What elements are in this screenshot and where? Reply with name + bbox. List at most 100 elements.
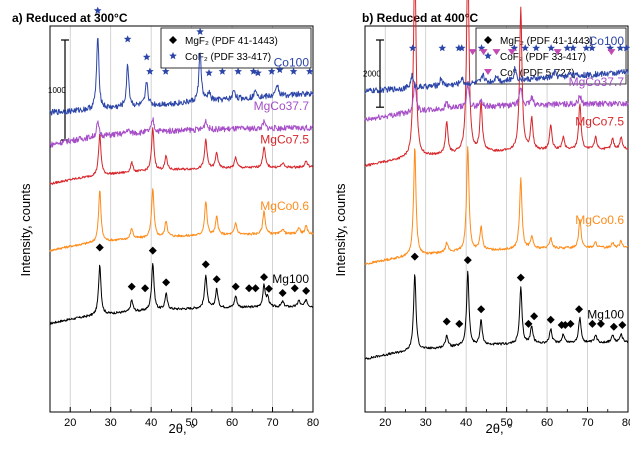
peak-marker-CoF2 — [306, 67, 314, 75]
peak-marker-MgF2 — [596, 319, 605, 328]
peak-marker-MgF2 — [546, 315, 555, 324]
legend-marker — [169, 52, 177, 60]
legend-label: Co⁰ (PDF 5-727) — [500, 68, 575, 79]
peak-marker-MgF2 — [245, 284, 254, 293]
peak-marker-Co0 — [607, 49, 616, 56]
legend-label: MgF₂ (PDF 41-1443) — [500, 36, 593, 47]
panel-b-ylabel: Intensity, counts — [333, 183, 348, 276]
x-tick-label: 60 — [226, 417, 238, 429]
peak-marker-CoF2 — [205, 69, 213, 77]
x-tick-label: 50 — [500, 417, 512, 429]
peak-marker-MgF2 — [516, 273, 525, 282]
peak-marker-CoF2 — [438, 44, 447, 52]
peak-marker-Co0 — [479, 49, 488, 56]
peak-marker-CoF2 — [521, 44, 529, 52]
peak-marker-Co0 — [507, 49, 516, 56]
peak-marker-CoF2 — [267, 67, 276, 75]
panel-b-title: b) Reduced at 400°C — [362, 11, 478, 25]
peak-marker-CoF2 — [234, 67, 242, 75]
series-line-MgCo37.7 — [364, 81, 629, 122]
x-tick-label: 60 — [541, 417, 553, 429]
legend-label: CoF₂ (PDF 33-417) — [500, 52, 586, 63]
peak-marker-MgF2 — [302, 286, 311, 295]
peak-marker-CoF2 — [289, 67, 298, 75]
peak-marker-MgF2 — [127, 282, 136, 291]
peak-marker-MgF2 — [463, 256, 472, 265]
series-label: MgCo7.5 — [575, 115, 624, 129]
x-tick-label: 30 — [105, 417, 117, 429]
peak-marker-MgF2 — [290, 284, 299, 293]
series-label: Mg100 — [272, 272, 309, 286]
series-line-MgCo0.6 — [49, 188, 314, 252]
peak-marker-CoF2 — [123, 35, 132, 43]
peak-marker-CoF2 — [563, 44, 572, 52]
peak-marker-CoF2 — [249, 67, 258, 75]
series-label: MgCo7.5 — [260, 133, 309, 147]
peak-marker-CoF2 — [146, 67, 154, 75]
series-label: MgCo0.6 — [575, 213, 624, 227]
plot-frame — [49, 25, 314, 413]
peak-marker-MgF2 — [561, 321, 570, 330]
peak-marker-CoF2 — [582, 44, 591, 52]
peak-marker-MgF2 — [264, 284, 273, 293]
x-tick-label: 40 — [145, 417, 157, 429]
peak-marker-CoF2 — [196, 27, 204, 35]
peak-marker-CoF2 — [616, 44, 625, 52]
peak-marker-CoF2 — [532, 44, 540, 52]
peak-marker-MgF2 — [524, 319, 533, 328]
peak-marker-CoF2 — [142, 53, 151, 61]
panel-b-xlabel: 2θ, ° — [486, 421, 513, 436]
legend-marker — [484, 36, 492, 44]
peak-marker-MgF2 — [566, 319, 575, 328]
peak-marker-Co0 — [468, 49, 477, 56]
series-line-Co100 — [49, 37, 314, 116]
peak-marker-MgF2 — [141, 284, 150, 293]
peak-marker-MgF2 — [201, 260, 210, 269]
peak-marker-MgF2 — [609, 322, 618, 331]
peak-marker-CoF2 — [254, 69, 262, 77]
series-line-Mg100 — [364, 270, 629, 361]
peak-marker-Co0 — [492, 49, 501, 56]
panel-a-plot: 20 30 40 50 60 70 80 1000 MgF₂ (PDF 41-1443) CoF₂… — [48, 6, 319, 429]
x-tick-label: 40 — [460, 417, 472, 429]
peak-marker-CoF2 — [588, 44, 596, 52]
series-line-MgCo7.5 — [49, 127, 314, 185]
panel-b-plot: 20 30 40 50 60 70 80 2000 MgF₂ (PDF 41-1443) CoF₂… — [363, 0, 630, 429]
peak-marker-CoF2 — [161, 67, 170, 75]
series-label: MgCo0.6 — [260, 199, 309, 213]
peak-marker-CoF2 — [93, 6, 102, 14]
peak-marker-CoF2 — [569, 44, 577, 52]
peak-marker-MgF2 — [618, 321, 627, 330]
scale-bar-label: 2000 — [363, 70, 381, 79]
legend-marker — [484, 52, 492, 60]
x-tick-label: 30 — [420, 417, 432, 429]
peak-marker-MgF2 — [162, 278, 171, 287]
peak-marker-MgF2 — [588, 319, 597, 328]
peak-marker-CoF2 — [547, 44, 555, 52]
legend-box — [160, 27, 312, 69]
peak-marker-MgF2 — [95, 243, 104, 252]
series-label: Mg100 — [587, 308, 624, 322]
series-line-Co100 — [364, 65, 629, 94]
peak-marker-CoF2 — [622, 44, 630, 52]
x-tick-label: 50 — [185, 417, 197, 429]
legend-marker — [484, 69, 492, 75]
peak-marker-MgF2 — [148, 246, 157, 255]
peak-marker-Co0 — [553, 49, 562, 56]
legend-label: MgF₂ (PDF 41-1443) — [185, 36, 278, 47]
x-tick-label: 20 — [64, 417, 76, 429]
peak-marker-MgF2 — [530, 312, 539, 321]
peak-marker-MgF2 — [278, 288, 287, 297]
series-line-MgCo7.5 — [365, 0, 629, 167]
peak-marker-MgF2 — [251, 284, 260, 293]
scale-bar-label: 1000 — [48, 86, 66, 95]
x-tick-label: 80 — [622, 417, 630, 429]
peak-marker-CoF2 — [218, 67, 227, 75]
x-tick-label: 70 — [581, 417, 593, 429]
series-line-MgCo37.7 — [49, 117, 314, 148]
peak-marker-MgF2 — [410, 252, 419, 261]
peak-marker-MgF2 — [260, 273, 269, 282]
series-line-MgCo0.6 — [364, 146, 629, 265]
peak-marker-MgF2 — [212, 275, 221, 284]
